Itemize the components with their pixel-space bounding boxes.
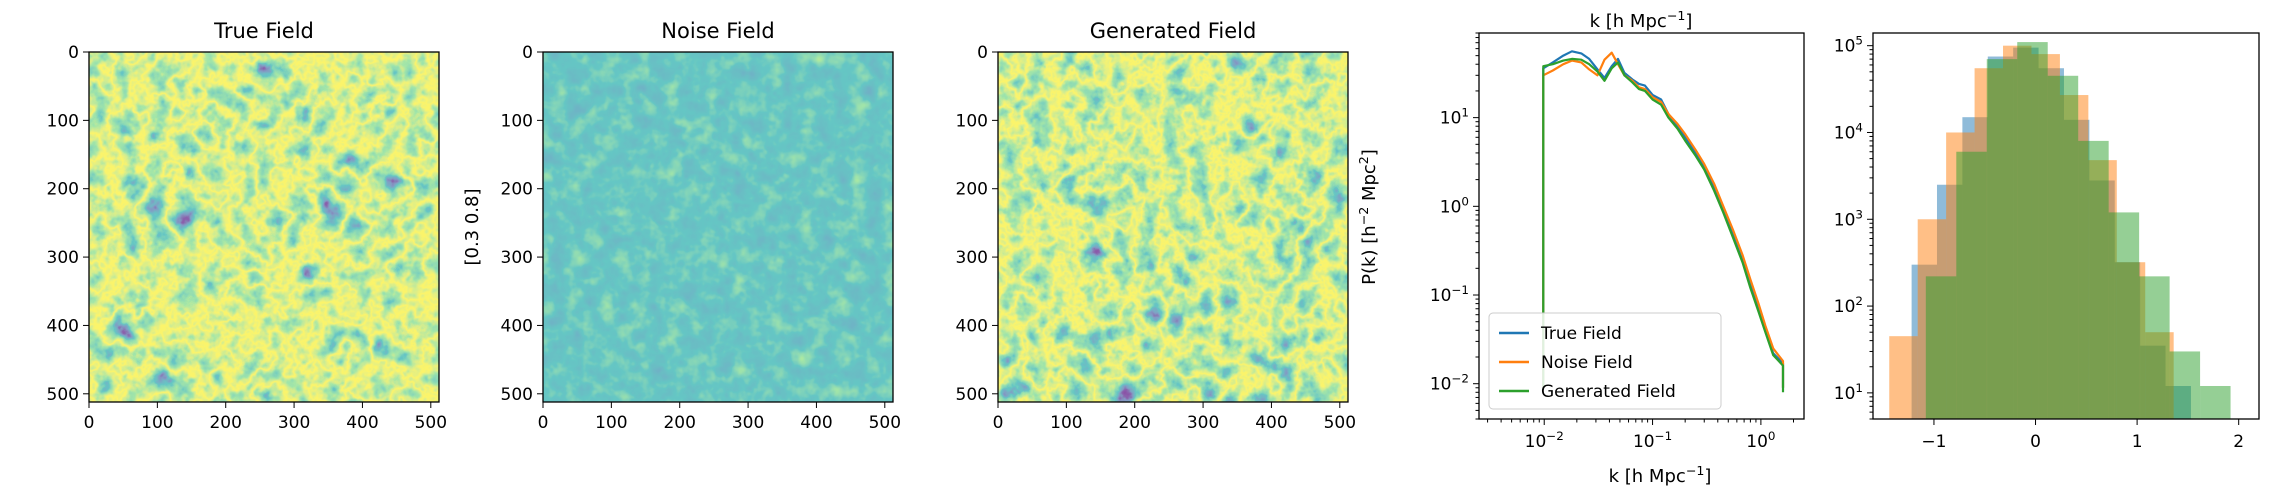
x-tick-label: 2 <box>2233 432 2244 452</box>
axes-frame <box>1478 32 1805 420</box>
x-tick-label: 10−1 <box>1633 429 1672 452</box>
legend-label: Generated Field <box>1541 382 1676 402</box>
generated-field-heatmap <box>998 52 1348 402</box>
y-tick-label: 10−1 <box>1430 283 1469 306</box>
x-tick-label: 300 <box>278 413 310 433</box>
generated-field-panel: Generated Field 0 100 200 300 400 50001002003… <box>956 19 1356 433</box>
legend-box <box>1488 312 1722 410</box>
axes-frame <box>1872 32 2260 420</box>
y-tick-label: 300 <box>47 248 79 268</box>
generated-field-bar <box>2108 212 2140 419</box>
y-tick-label: 400 <box>501 316 533 336</box>
noise-field-ylabel: [0.3 0.8] <box>462 188 483 265</box>
x-tick-label: 500 <box>869 413 901 433</box>
generated-field-bar <box>2169 351 2201 419</box>
y-tick-label: 300 <box>501 248 533 268</box>
y-tick-label: 102 <box>1834 294 1863 317</box>
x-tick-label: −1 <box>1921 432 1946 452</box>
generated-field-bar <box>2200 385 2231 419</box>
noise-field-line <box>1542 51 1785 388</box>
x-tick-label: 400 <box>800 413 832 433</box>
y-tick-label: 100 <box>1440 194 1469 217</box>
noise-field-bar <box>1889 336 1918 419</box>
axes-frame <box>997 51 1349 403</box>
y-tick-label: 100 <box>501 111 533 131</box>
x-tick-label: 300 <box>1187 413 1219 433</box>
x-tick-label: 500 <box>415 413 447 433</box>
legend-label: Noise Field <box>1541 353 1633 373</box>
x-tick-label: 100 <box>595 413 627 433</box>
power-spectrum-panel: k [h Mpc−1] P(k) [h−2 Mpc2] k [h Mpc−1] … <box>1356 8 1805 488</box>
noise-field-heatmap <box>543 52 893 402</box>
y-tick-label: 0 <box>522 43 533 63</box>
x-tick-label: 200 <box>663 413 695 433</box>
y-tick-label: 200 <box>956 180 988 200</box>
generated-field-bar <box>2139 276 2170 419</box>
y-tick-label: 500 <box>47 385 79 405</box>
y-tick-label: 101 <box>1834 381 1863 404</box>
x-tick-label: 0 <box>2030 432 2041 452</box>
x-tick-label: 1 <box>2132 432 2143 452</box>
axes-frame <box>88 51 440 403</box>
x-tick-label: 10−2 <box>1525 429 1564 452</box>
y-tick-label: 101 <box>1440 106 1469 129</box>
y-tick-label: 100 <box>47 111 79 131</box>
x-tick-label: 400 <box>1255 413 1287 433</box>
true-field-heatmap <box>89 52 439 402</box>
power-spectrum-ylabel: P(k) [h−2 Mpc2] <box>1356 149 1381 285</box>
generated-field-bar <box>1925 276 1957 419</box>
x-tick-label: 500 <box>1324 413 1356 433</box>
generated-field-bar <box>1986 59 2018 419</box>
x-tick-label: 100 <box>141 413 173 433</box>
y-tick-label: 100 <box>956 111 988 131</box>
y-tick-label: 500 <box>501 385 533 405</box>
x-tick-label: 0 <box>538 413 549 433</box>
x-tick-label: 200 <box>1118 413 1150 433</box>
y-tick-label: 400 <box>47 316 79 336</box>
generated-field-bar <box>2078 140 2109 420</box>
power-spectrum-xlabel: k [h Mpc−1] <box>1609 463 1712 488</box>
x-tick-label: 0 <box>993 413 1004 433</box>
y-tick-label: 0 <box>68 43 79 63</box>
y-tick-label: 500 <box>956 385 988 405</box>
noise-field-panel: Noise Field [0.3 0.8] 0 100 200 300 400 50001… <box>462 19 901 433</box>
y-tick-label: 103 <box>1834 207 1863 230</box>
legend: True Field Noise Field Generated Field <box>1488 312 1722 410</box>
y-tick-label: 104 <box>1834 120 1863 143</box>
legend-label: True Field <box>1540 324 1622 344</box>
y-tick-label: 200 <box>47 180 79 200</box>
panel-title: Noise Field <box>661 19 774 43</box>
y-tick-label: 105 <box>1834 34 1863 57</box>
panel-title: Generated Field <box>1090 19 1257 43</box>
histogram-plot-area: −1 0 1 2 101 102 103 104 105 <box>1834 34 2244 452</box>
power-spectrum-title: k [h Mpc−1] <box>1590 8 1693 33</box>
true-field-panel: True Field 0 100 200 300 400 5000100200300400… <box>47 19 447 433</box>
generated-field-bar <box>2047 75 2079 419</box>
x-tick-label: 400 <box>346 413 378 433</box>
generated-field-line <box>1542 57 1785 393</box>
y-tick-label: 200 <box>501 180 533 200</box>
histogram-panel: −1 0 1 2 101 102 103 104 105 <box>1834 32 2260 452</box>
y-tick-label: 0 <box>977 43 988 63</box>
generated-field-bar <box>2017 42 2048 420</box>
y-tick-label: 300 <box>956 248 988 268</box>
y-tick-label: 400 <box>956 316 988 336</box>
x-tick-label: 200 <box>209 413 241 433</box>
axes-frame <box>542 51 894 403</box>
x-tick-label: 300 <box>732 413 764 433</box>
x-tick-label: 100 <box>1746 429 1775 452</box>
x-tick-label: 0 <box>84 413 95 433</box>
panel-title: True Field <box>213 19 314 43</box>
generated-field-bar <box>1956 151 1987 420</box>
x-tick-label: 100 <box>1050 413 1082 433</box>
y-tick-label: 10−2 <box>1430 372 1469 395</box>
